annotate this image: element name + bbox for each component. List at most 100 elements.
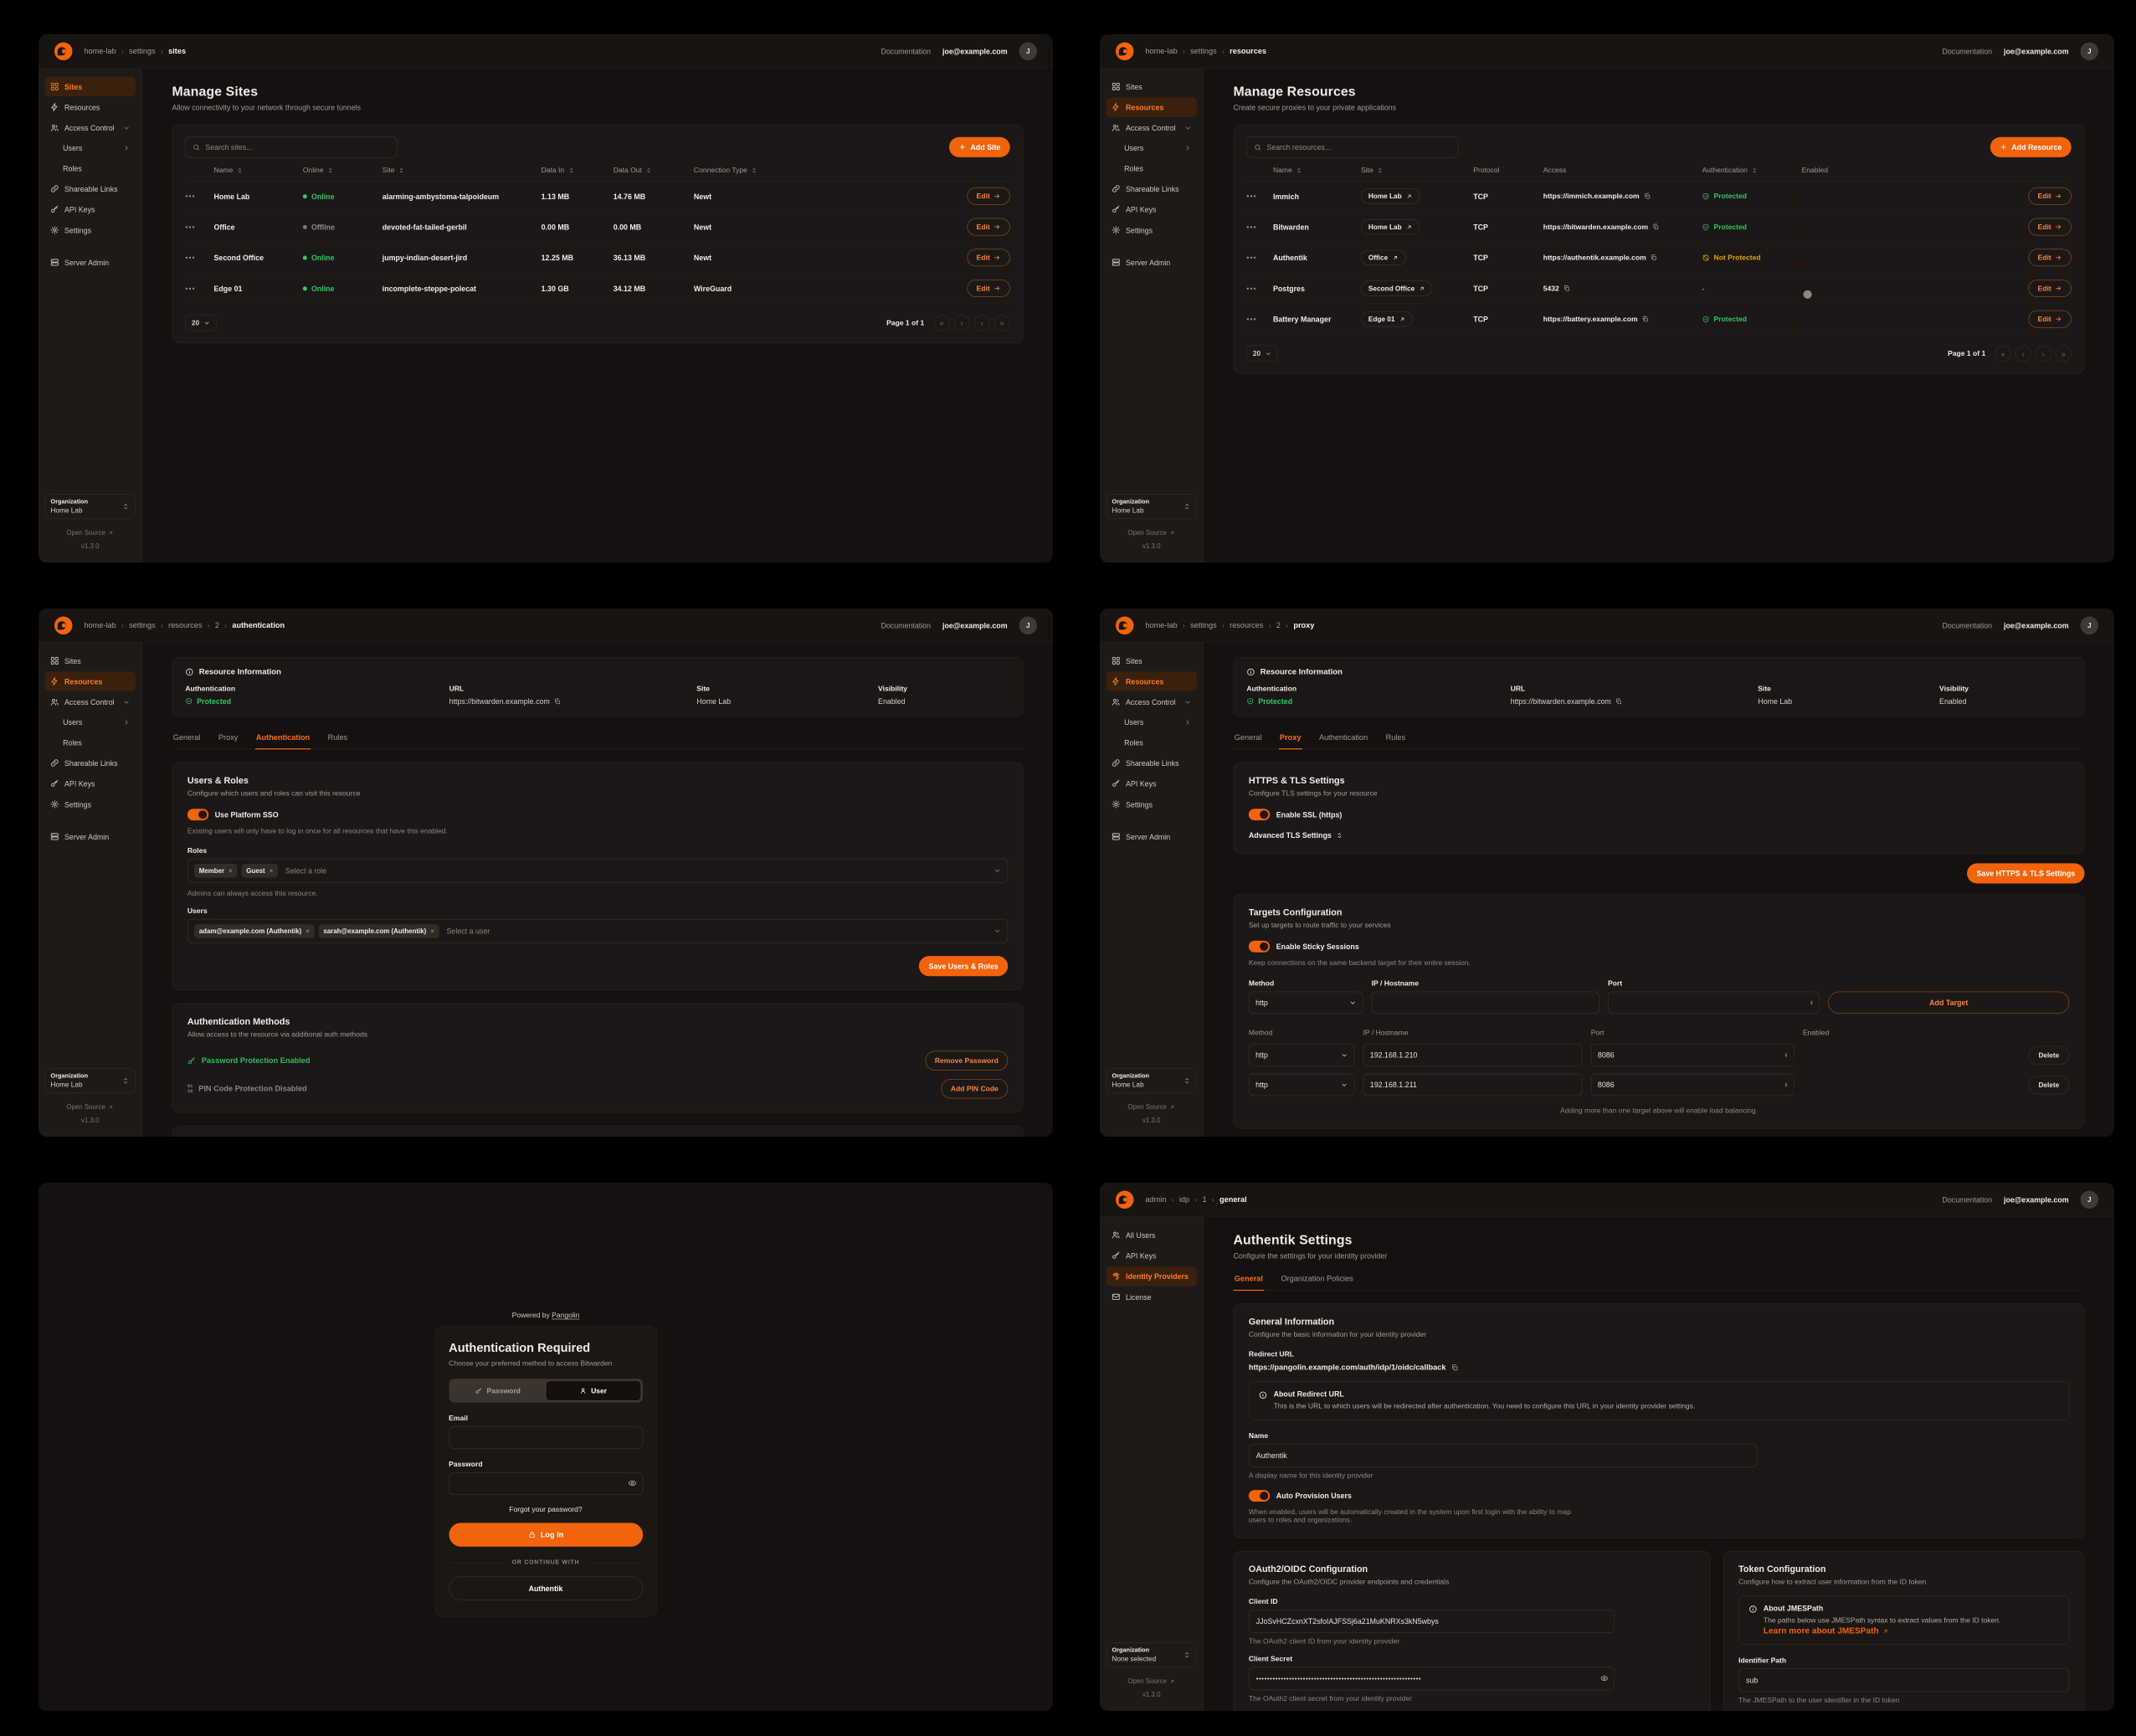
sidebar-item-roles[interactable]: Roles — [45, 159, 136, 178]
tab-authentication[interactable]: Authentication — [1318, 733, 1368, 742]
remove-chip-icon[interactable]: × — [430, 927, 434, 935]
avatar[interactable]: J — [2080, 42, 2099, 60]
column-name[interactable]: Name — [213, 167, 302, 174]
column-authentication[interactable]: Authentication — [1702, 167, 1802, 174]
next-page-button[interactable]: › — [2035, 345, 2051, 362]
sidebar-item-shareable-links[interactable]: Shareable Links — [45, 753, 136, 773]
sidebar-item-sites[interactable]: Sites — [44, 76, 136, 97]
copy-icon[interactable] — [1652, 223, 1659, 230]
sidebar-item-settings[interactable]: Settings — [1107, 794, 1197, 814]
copy-icon[interactable] — [1451, 1364, 1459, 1371]
segment-password[interactable]: Password — [450, 1380, 545, 1401]
tab-general[interactable]: General — [1234, 733, 1262, 742]
avatar[interactable]: J — [1019, 42, 1038, 60]
add-resource-button[interactable]: Add Resource — [1990, 136, 2072, 157]
row-menu-icon[interactable]: ••• — [185, 284, 196, 293]
row-menu-icon[interactable]: ••• — [185, 254, 196, 262]
stepper-icon[interactable]: ▴ ▾ — [1784, 1080, 1788, 1089]
breadcrumb-item[interactable]: settings — [129, 46, 156, 55]
sidebar-item-server-admin[interactable]: Server Admin — [45, 827, 136, 846]
segment-user[interactable]: User — [545, 1380, 641, 1401]
organization-selector[interactable]: Organization Home Lab — [1106, 494, 1197, 520]
roles-multiselect[interactable]: Member × Guest × Select a role — [187, 858, 1009, 883]
stepper-icon[interactable]: ▴ ▾ — [1784, 1050, 1788, 1059]
site-pill[interactable]: Home Lab — [1361, 218, 1420, 235]
row-menu-icon[interactable]: ••• — [1246, 192, 1257, 201]
access-url[interactable]: 5432 — [1543, 284, 1559, 293]
breadcrumb-item[interactable]: home-lab — [84, 620, 116, 629]
copy-icon[interactable] — [1644, 193, 1651, 199]
copy-icon[interactable] — [1563, 285, 1570, 291]
sidebar-item-users[interactable]: Users — [1107, 713, 1197, 732]
edit-button[interactable]: Edit — [967, 280, 1010, 297]
add-pin-code-button[interactable]: Add PIN Code — [941, 1079, 1009, 1099]
email-field[interactable] — [449, 1426, 643, 1449]
search-input[interactable] — [1266, 142, 1451, 152]
sidebar-item-access-control[interactable]: Access Control — [1107, 692, 1197, 711]
access-url[interactable]: https://battery.example.com — [1543, 315, 1638, 323]
port-input[interactable] — [1597, 1050, 1785, 1060]
identifier-path-input[interactable] — [1738, 1668, 2070, 1692]
sidebar-item-roles[interactable]: Roles — [45, 733, 136, 752]
prev-page-button[interactable]: ‹ — [953, 315, 970, 331]
port-input[interactable] — [1597, 1080, 1785, 1090]
user-chip[interactable]: adam@example.com (Authentik) × — [194, 924, 315, 938]
tab-organization-policies[interactable]: Organization Policies — [1281, 1275, 1353, 1284]
documentation-link[interactable]: Documentation — [881, 46, 932, 55]
row-menu-icon[interactable]: ••• — [1246, 254, 1257, 262]
copy-icon[interactable] — [1651, 254, 1657, 261]
edit-button[interactable]: Edit — [2028, 249, 2072, 267]
sidebar-item-license[interactable]: License — [1107, 1287, 1197, 1307]
save-tls-button[interactable]: Save HTTPS & TLS Settings — [1967, 863, 2085, 884]
forgot-password-link[interactable]: Forgot your password? — [509, 1505, 583, 1513]
open-source-link[interactable]: Open Source — [1127, 1675, 1175, 1688]
documentation-link[interactable]: Documentation — [1942, 1194, 1993, 1204]
column-online[interactable]: Online — [303, 167, 383, 174]
delete-target-button[interactable]: Delete — [2028, 1045, 2070, 1065]
site-pill[interactable]: Home Lab — [1361, 188, 1420, 204]
first-page-button[interactable]: « — [933, 315, 950, 331]
prev-page-button[interactable]: ‹ — [2015, 345, 2031, 362]
tab-general[interactable]: General — [172, 733, 201, 742]
sidebar-item-api-keys[interactable]: API Keys — [1107, 773, 1197, 793]
edit-button[interactable]: Edit — [2028, 280, 2072, 297]
delete-target-button[interactable]: Delete — [2028, 1075, 2070, 1095]
breadcrumb-item[interactable]: admin — [1145, 1194, 1167, 1204]
sidebar-item-server-admin[interactable]: Server Admin — [45, 253, 136, 272]
row-menu-icon[interactable]: ••• — [185, 192, 196, 201]
method-select[interactable]: http — [1248, 1073, 1355, 1097]
pangolin-link[interactable]: Pangolin — [552, 1311, 580, 1319]
advanced-tls-settings[interactable]: Advanced TLS Settings — [1249, 831, 2069, 840]
ip-hostname-input[interactable] — [1369, 1080, 1576, 1090]
access-url[interactable]: https://immich.example.com — [1543, 192, 1640, 201]
client-secret-input[interactable] — [1248, 1667, 1615, 1691]
authentik-sso-button[interactable]: Authentik — [449, 1576, 643, 1600]
last-page-button[interactable]: » — [994, 315, 1010, 331]
tab-rules[interactable]: Rules — [1385, 733, 1406, 742]
enable-ssl-toggle[interactable] — [1248, 809, 1271, 821]
documentation-link[interactable]: Documentation — [1942, 46, 1993, 55]
user-email[interactable]: joe@example.com — [942, 620, 1008, 629]
sidebar-item-sites[interactable]: Sites — [45, 651, 136, 670]
user-email[interactable]: joe@example.com — [2003, 620, 2069, 629]
breadcrumb-item[interactable]: 2 — [1276, 620, 1281, 629]
user-email[interactable]: joe@example.com — [2003, 46, 2069, 55]
sticky-sessions-toggle[interactable] — [1248, 940, 1271, 953]
breadcrumb-item[interactable]: 1 — [1202, 1194, 1207, 1204]
column-site[interactable]: Site — [1361, 167, 1473, 174]
sidebar-item-resources[interactable]: Resources — [45, 97, 136, 116]
sidebar-item-users[interactable]: Users — [45, 713, 136, 732]
edit-button[interactable]: Edit — [2028, 187, 2072, 205]
eye-icon[interactable] — [1600, 1674, 1608, 1682]
sidebar-item-server-admin[interactable]: Server Admin — [1107, 827, 1197, 846]
open-source-link[interactable]: Open Source — [1127, 1101, 1175, 1114]
save-users-roles-button[interactable]: Save Users & Roles — [919, 956, 1009, 977]
tab-proxy[interactable]: Proxy — [1278, 728, 1302, 750]
user-email[interactable]: joe@example.com — [942, 46, 1008, 55]
remove-chip-icon[interactable]: × — [228, 866, 233, 875]
avatar[interactable]: J — [2080, 616, 2099, 634]
open-source-link[interactable]: Open Source — [66, 526, 114, 540]
idp-name-input[interactable] — [1248, 1443, 1758, 1467]
tab-general[interactable]: General — [1233, 1270, 1265, 1292]
avatar[interactable]: J — [1019, 616, 1038, 634]
